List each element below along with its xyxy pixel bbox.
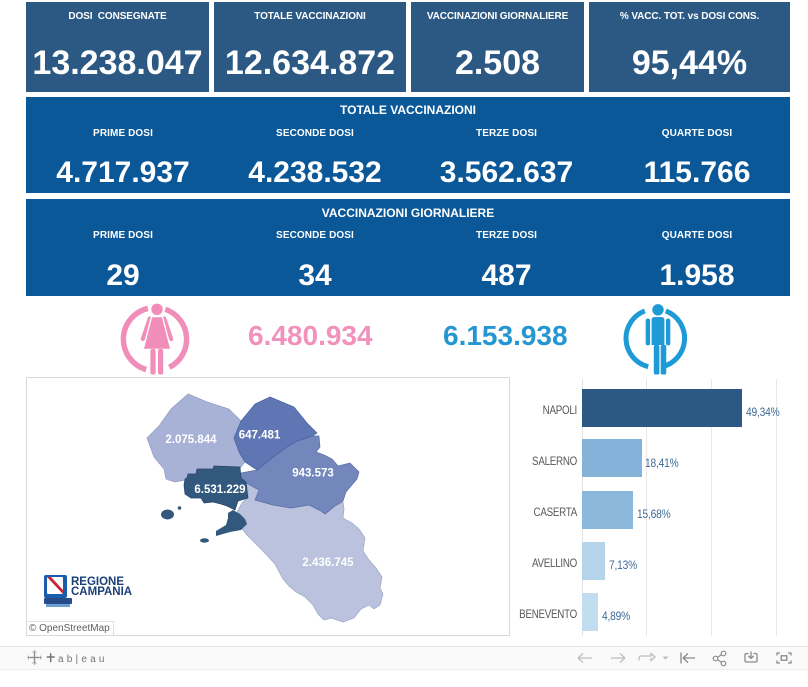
svg-text:ab|eau: ab|eau bbox=[58, 654, 108, 665]
svg-text:REGIONE: REGIONE bbox=[71, 576, 124, 588]
svg-text:647.481: 647.481 bbox=[239, 430, 281, 442]
svg-text:943.573: 943.573 bbox=[292, 468, 334, 480]
svg-text:2.436.745: 2.436.745 bbox=[302, 557, 354, 569]
svg-text:CAMPANIA: CAMPANIA bbox=[71, 586, 132, 598]
svg-text:2.075.844: 2.075.844 bbox=[165, 434, 217, 446]
svg-text:6.531.229: 6.531.229 bbox=[194, 484, 245, 496]
